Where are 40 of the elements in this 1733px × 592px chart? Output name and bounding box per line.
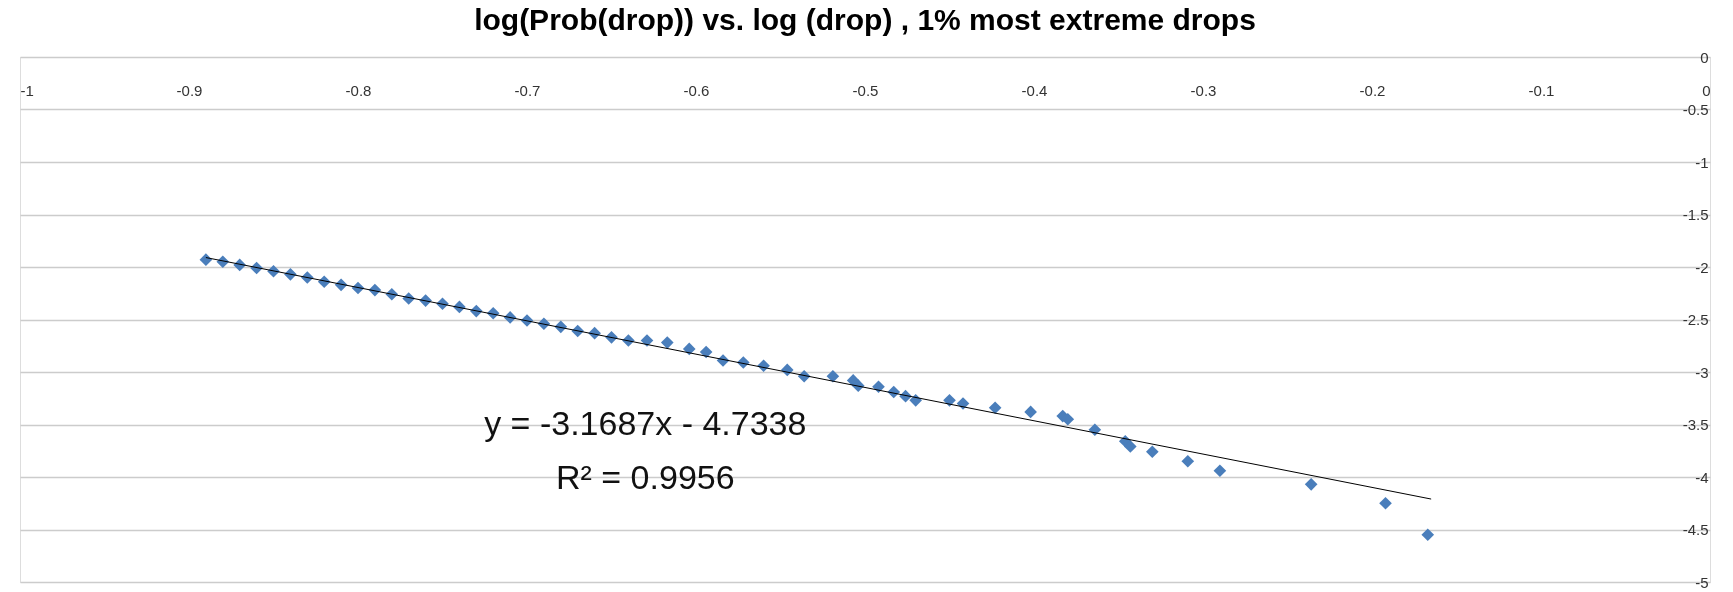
x-tick-label: -0.1	[1528, 81, 1555, 99]
x-tick-label: -1	[20, 81, 34, 99]
annotation: R² = 0.9956	[555, 457, 735, 496]
point	[1145, 445, 1159, 459]
point	[1024, 405, 1037, 419]
y-tick-label: -4	[1695, 468, 1709, 486]
y-tick-label: -2.5	[1682, 311, 1709, 328]
x-tick-label: -0.5	[852, 81, 879, 99]
y-tick-label: -3	[1695, 363, 1709, 381]
y-tick-label: -1	[1695, 153, 1709, 171]
point	[682, 342, 696, 356]
annotation: y = -3.1687x - 4.7338	[484, 403, 807, 442]
point	[826, 369, 840, 383]
x-tick-label: -0.2	[1359, 81, 1386, 99]
point	[1124, 440, 1137, 453]
chart-title: log(Prob(drop)) vs. log (drop) , 1% most extreme drops	[474, 3, 1256, 36]
x-tick-label: -0.9	[176, 81, 203, 99]
y-tick-label: -4.5	[1682, 521, 1709, 538]
point	[1304, 478, 1318, 491]
x-tick-label: -0.8	[345, 81, 372, 99]
y-tick-label: -3.5	[1682, 416, 1709, 433]
y-tick-label: -1.5	[1682, 206, 1709, 223]
x-tick-label: -0.4	[1021, 81, 1048, 99]
y-tick-label: -0.5	[1682, 101, 1709, 118]
point	[660, 336, 674, 349]
point	[1061, 412, 1075, 426]
y-tick-label: 0	[1700, 48, 1709, 66]
point	[1379, 496, 1392, 510]
y-tick-label: -2	[1695, 258, 1709, 276]
point	[1421, 528, 1435, 542]
y-tick-label: -5	[1695, 573, 1709, 591]
x-tick-label: -0.7	[514, 81, 541, 99]
point	[872, 380, 885, 394]
point	[1213, 464, 1227, 478]
point	[988, 401, 1002, 415]
point	[1181, 454, 1195, 468]
x-tick-label: -0.6	[683, 81, 710, 99]
point	[943, 394, 956, 407]
x-tick-label: -0.3	[1190, 81, 1217, 99]
point	[699, 345, 713, 359]
